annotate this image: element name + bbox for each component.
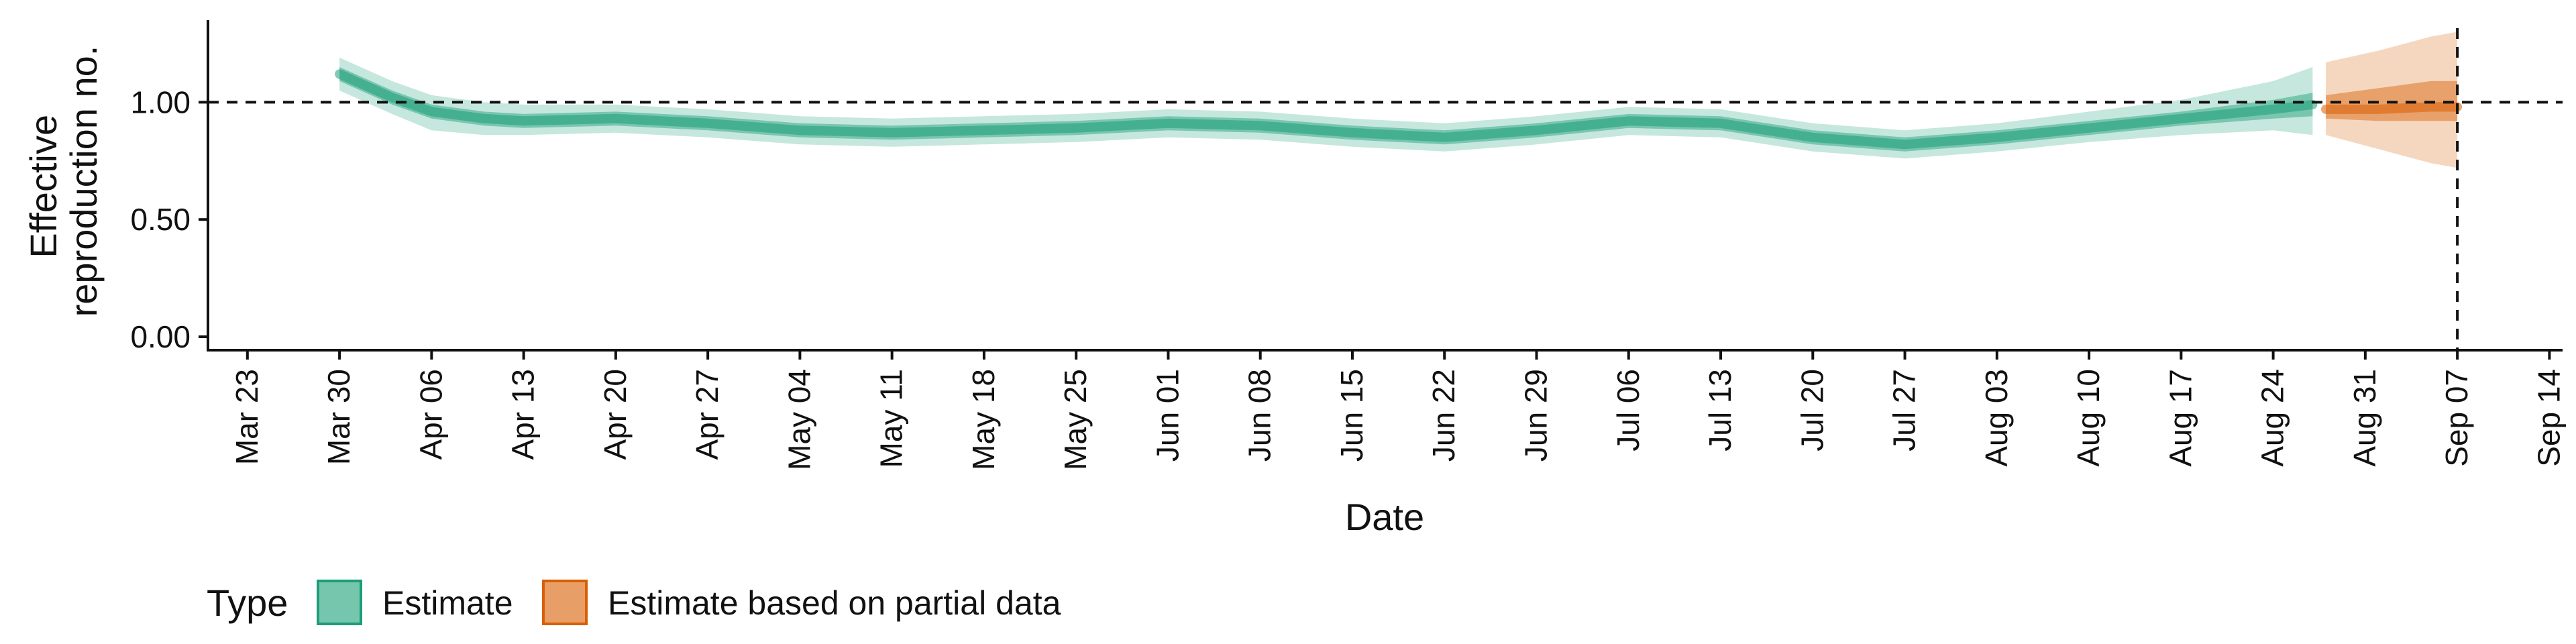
x-tick-label: Apr 20 (598, 369, 633, 460)
legend-item-estimate: Estimate (317, 580, 513, 625)
x-tick-label: Mar 23 (229, 369, 264, 465)
y-tick-label: 1.00 (130, 85, 191, 119)
legend-item-partial: Estimate based on partial data (542, 580, 1061, 625)
x-tick-label: May 04 (782, 369, 816, 470)
x-tick-label: Jun 15 (1334, 369, 1369, 462)
legend: Type Estimate Estimate based on partial … (207, 580, 1061, 625)
x-tick-label: Aug 24 (2255, 369, 2290, 467)
x-tick-label: Apr 06 (413, 369, 448, 460)
x-tick-label: Jul 20 (1794, 369, 1829, 451)
legend-swatch-partial (542, 580, 588, 625)
legend-title: Type (207, 582, 288, 624)
x-tick-label: Sep 07 (2439, 369, 2474, 467)
median-line-estimate (335, 69, 2318, 150)
y-tick-label: 0.50 (130, 202, 191, 237)
median-line-partial (2321, 102, 2463, 114)
x-tick-label: May 18 (966, 369, 1001, 470)
x-tick-label: Jun 01 (1150, 369, 1185, 462)
chart-bands (335, 32, 2463, 168)
x-tick-label: Jun 22 (1426, 369, 1461, 462)
chart-axes (207, 20, 2563, 352)
x-tick-label: Sep 14 (2531, 369, 2566, 467)
band-90-estimate (339, 57, 2313, 159)
x-tick-label: Aug 31 (2347, 369, 2382, 467)
x-tick-label: Jul 06 (1611, 369, 1646, 451)
x-tick-label: Jul 27 (1887, 369, 1922, 451)
y-tick-label: 0.00 (130, 319, 191, 354)
x-tick-label: Jul 13 (1703, 369, 1737, 451)
x-tick-label: Mar 30 (321, 369, 356, 465)
x-tick-label: Aug 17 (2163, 369, 2198, 467)
y-axis-title: Effective reproduction no. (22, 46, 105, 317)
x-tick-label: Jun 08 (1242, 369, 1277, 462)
reference-lines (208, 28, 2563, 350)
y-ticks: 0.00 0.50 1.00 (130, 85, 208, 354)
x-tick-label: Aug 10 (2071, 369, 2106, 467)
x-axis-title: Date (1345, 496, 1424, 538)
x-tick-label: Apr 13 (506, 369, 541, 460)
x-tick-label: May 25 (1058, 369, 1093, 470)
legend-label-partial: Estimate based on partial data (608, 584, 1061, 622)
y-axis-title-line-1: Effective (22, 115, 64, 258)
y-axis-title-line-2: reproduction no. (62, 46, 105, 317)
x-tick-label: Aug 03 (1979, 369, 2014, 467)
x-tick-label: May 11 (874, 369, 909, 468)
x-tick-label: Apr 27 (690, 369, 724, 460)
legend-swatch-estimate (317, 580, 362, 625)
x-ticks: Mar 23 Mar 30 Apr 06 Apr 13 Apr 20 Apr 27 May … (229, 350, 2566, 470)
band-90-partial (2326, 32, 2458, 168)
legend-label-estimate: Estimate (382, 584, 513, 622)
x-tick-label: Jun 29 (1519, 369, 1554, 462)
